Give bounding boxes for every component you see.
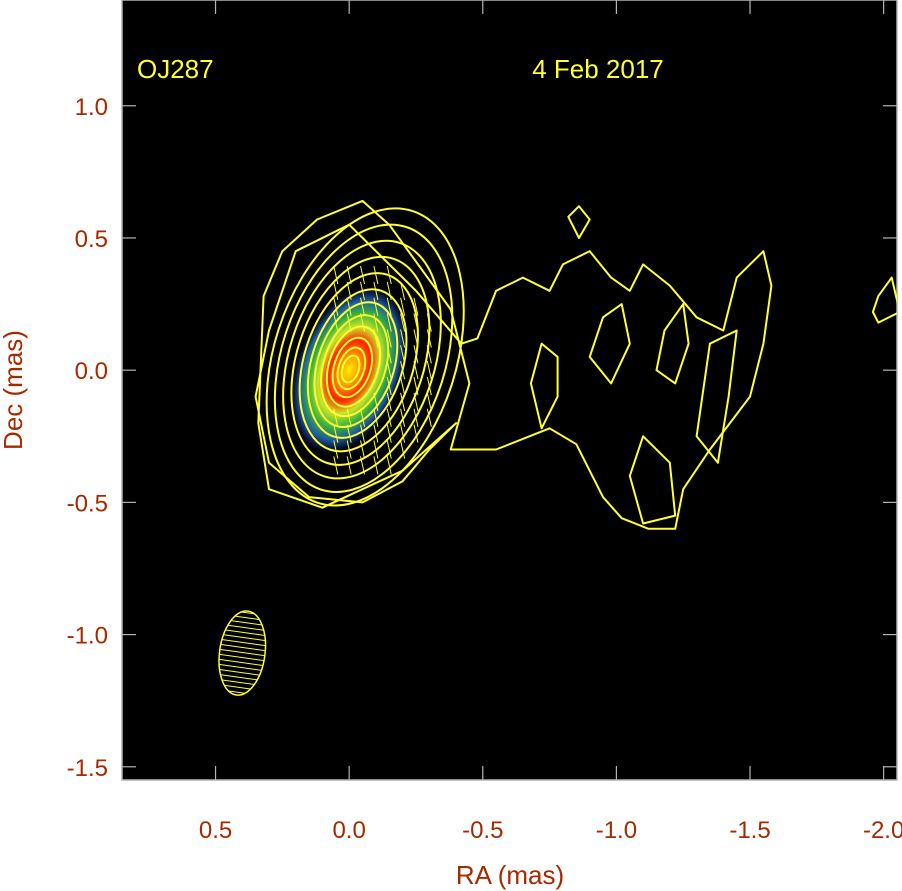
contour-jet-ring-5: [628, 435, 677, 525]
core-contour-6: [313, 301, 399, 428]
polarization-vector: [373, 313, 379, 332]
polarization-vector: [400, 313, 406, 332]
contour-jet-ring-4: [695, 329, 738, 464]
polarization-vector: [360, 424, 366, 443]
polarization-vector: [333, 424, 339, 443]
polarization-vector: [373, 265, 379, 285]
y-tick-label: 0.0: [75, 358, 108, 385]
polarization-vector: [386, 456, 392, 475]
y-axis-title: Dec (mas): [0, 330, 28, 450]
polarization-vector: [386, 297, 392, 316]
polarization-vector: [373, 408, 379, 427]
polarization-vector: [346, 408, 352, 427]
polarization-vector: [333, 297, 339, 316]
polarization-vector: [426, 361, 432, 380]
polarization-vector: [386, 424, 392, 443]
core-contour-4: [298, 272, 419, 453]
core-contour-2: [282, 239, 442, 480]
polarization-vector: [386, 408, 392, 427]
core-contour-8: [325, 325, 382, 408]
polarization-vector: [413, 297, 419, 316]
polarization-vector: [386, 313, 392, 332]
core-contour-9: [331, 336, 374, 399]
restoring-beam: [218, 610, 267, 696]
x-tick-label: -0.5: [462, 817, 503, 844]
core-contour-11: [340, 354, 361, 384]
contour-jet-ring-2: [588, 303, 631, 385]
x-tick-label: 0.5: [199, 817, 232, 844]
polarization-vector: [346, 313, 352, 332]
core-contour-10: [336, 346, 367, 391]
polarization-vector: [360, 440, 366, 459]
polarization-vector: [426, 408, 432, 427]
polarization-vector: [333, 281, 339, 300]
polarization-vector: [413, 424, 419, 443]
polarization-vector: [333, 440, 339, 459]
polarization-vector: [386, 440, 392, 459]
y-axis-tick-labels: 1.0 0.5 0.0 -0.5 -1.0 -1.5: [67, 94, 108, 782]
core-contour-0: [265, 207, 465, 507]
axis-ticks: [122, 0, 897, 780]
polarization-vector: [360, 297, 366, 316]
x-axis-tick-labels: 0.5 0.0 -0.5 -1.0 -1.5 -2.0: [199, 817, 902, 844]
core-contour-1: [273, 223, 454, 493]
y-tick-label: -1.5: [67, 755, 108, 782]
contour-group: [254, 199, 897, 530]
polarization-vector: [400, 424, 406, 443]
polarization-vector: [400, 392, 406, 412]
core-contour-3: [290, 255, 431, 466]
contour-jet-ring-1: [529, 342, 559, 430]
contour-jet-blob-top: [567, 205, 591, 239]
x-tick-label: -1.0: [596, 817, 637, 844]
x-tick-label: 0.0: [332, 817, 365, 844]
date-label: 4 Feb 2017: [532, 54, 664, 84]
contour-outer-0: [254, 199, 773, 530]
core-contour-5: [306, 288, 408, 439]
polarization-vector: [400, 329, 406, 348]
contour-jet-ring-3: [655, 303, 690, 385]
polarization-vector: [386, 361, 392, 380]
contour-jet-blob-right: [871, 276, 897, 324]
polarization-vector: [373, 281, 379, 300]
polarization-vector: [360, 313, 366, 332]
polarization-vector: [346, 456, 352, 475]
polarization-vector: [426, 392, 432, 412]
polarization-vector: [386, 329, 392, 348]
polarization-vector: [373, 297, 379, 316]
polarization-vector: [400, 376, 406, 396]
polarization-vector: [360, 408, 366, 427]
x-tick-label: -1.5: [729, 817, 770, 844]
polarization-vector: [373, 424, 379, 443]
y-tick-label: -0.5: [67, 490, 108, 517]
polarization-vector: [333, 265, 339, 285]
polarization-vector: [400, 440, 406, 459]
polarization-vector: [333, 408, 339, 427]
y-tick-label: 1.0: [75, 94, 108, 121]
y-tick-label: -1.0: [67, 623, 108, 650]
x-axis-title: RA (mas): [456, 860, 564, 890]
polarization-vector: [400, 408, 406, 427]
y-tick-label: 0.5: [75, 226, 108, 253]
source-label: OJ287: [137, 54, 214, 84]
polarization-vector: [346, 297, 352, 316]
polarization-vector: [400, 297, 406, 316]
x-tick-label: -2.0: [863, 817, 902, 844]
core-contour-7: [320, 314, 390, 418]
